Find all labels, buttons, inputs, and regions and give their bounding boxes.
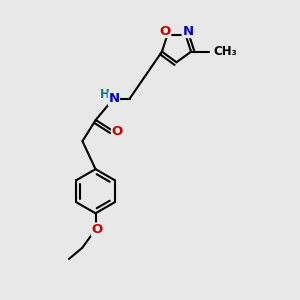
Text: O: O bbox=[160, 25, 171, 38]
Text: N: N bbox=[182, 25, 194, 38]
Text: O: O bbox=[92, 223, 103, 236]
Text: CH₃: CH₃ bbox=[213, 45, 237, 58]
Text: H: H bbox=[100, 88, 110, 101]
Text: O: O bbox=[112, 125, 123, 138]
Text: N: N bbox=[108, 92, 119, 105]
